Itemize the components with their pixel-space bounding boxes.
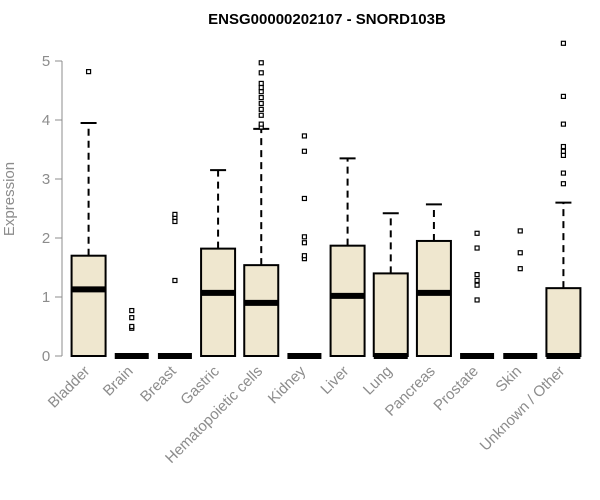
y-tick-label: 5 [42,53,50,70]
outlier-point [301,234,308,240]
box-prostate [460,230,495,359]
iqr-box [415,239,452,357]
iqr-box [329,244,366,357]
outlier-point [85,69,92,75]
outlier-point [258,112,264,118]
y-tick-label: 1 [42,289,50,306]
box-brain [114,307,149,359]
outlier-point [258,121,264,127]
outlier-point [258,89,264,95]
iqr-box [243,264,280,358]
outlier-point [301,195,308,202]
outlier-point [258,60,264,66]
outlier-point [560,143,567,150]
outlier-point [172,218,178,225]
box-unknown-other [545,40,582,359]
outlier-point [301,253,308,259]
outlier-point [129,307,135,314]
outlier-point [560,170,567,176]
iqr-box [200,247,237,357]
outlier-point [517,266,523,272]
outlier-point [560,93,567,100]
iqr-box [372,272,409,357]
outlier-point [129,323,135,330]
iqr-box [70,254,107,357]
y-axis-label: Expression [1,162,18,236]
boxes-group [70,40,582,359]
y-tick-label: 4 [42,112,50,129]
box-kidney [287,133,322,359]
x-tick-label: Bladder [45,363,94,412]
outlier-point [560,181,567,187]
outlier-point [172,277,178,284]
x-tick-label: Liver [317,363,352,398]
box-gastric [200,169,237,357]
box-pancreas [415,203,452,357]
outlier-point [560,152,567,158]
outlier-point [560,40,567,46]
y-tick-label: 2 [42,230,50,247]
outlier-point [172,211,178,217]
box-liver [329,157,366,357]
x-tick-label: Skin [492,363,525,396]
outlier-point [517,250,523,256]
box-bladder [70,69,107,357]
outlier-point [258,84,264,91]
x-tick-label: Breast [137,362,180,405]
box-breast [157,211,192,359]
outlier-point [517,228,523,234]
outlier-point [560,148,567,154]
box-lung [372,212,409,359]
outlier-point [474,230,480,236]
outlier-point [258,106,264,112]
x-tick-label: Prostate [430,363,482,415]
outlier-point [301,133,308,139]
outlier-point [258,70,264,76]
outlier-point [474,297,480,303]
x-tick-label: Kidney [265,362,310,407]
outlier-point [301,148,308,154]
iqr-box [545,287,582,357]
outlier-point [301,240,308,246]
outlier-point [474,282,480,288]
outlier-point [258,100,264,107]
outlier-point [474,271,480,278]
chart-title: ENSG00000202107 - SNORD103B [208,11,446,28]
y-axis: 0 1 2 3 4 5 [42,53,63,365]
y-tick-label: 0 [42,348,50,365]
outlier-point [258,94,264,101]
outlier-point [474,277,480,284]
box-hematopoietic-cells [243,60,280,358]
outlier-point [560,121,567,127]
x-tick-label: Brain [100,363,137,400]
outlier-point [474,245,480,251]
x-tick-label: Lung [360,363,396,399]
y-tick-label: 3 [42,171,50,188]
box-skin [503,228,538,359]
outlier-point [129,315,135,321]
outlier-point [258,80,264,87]
